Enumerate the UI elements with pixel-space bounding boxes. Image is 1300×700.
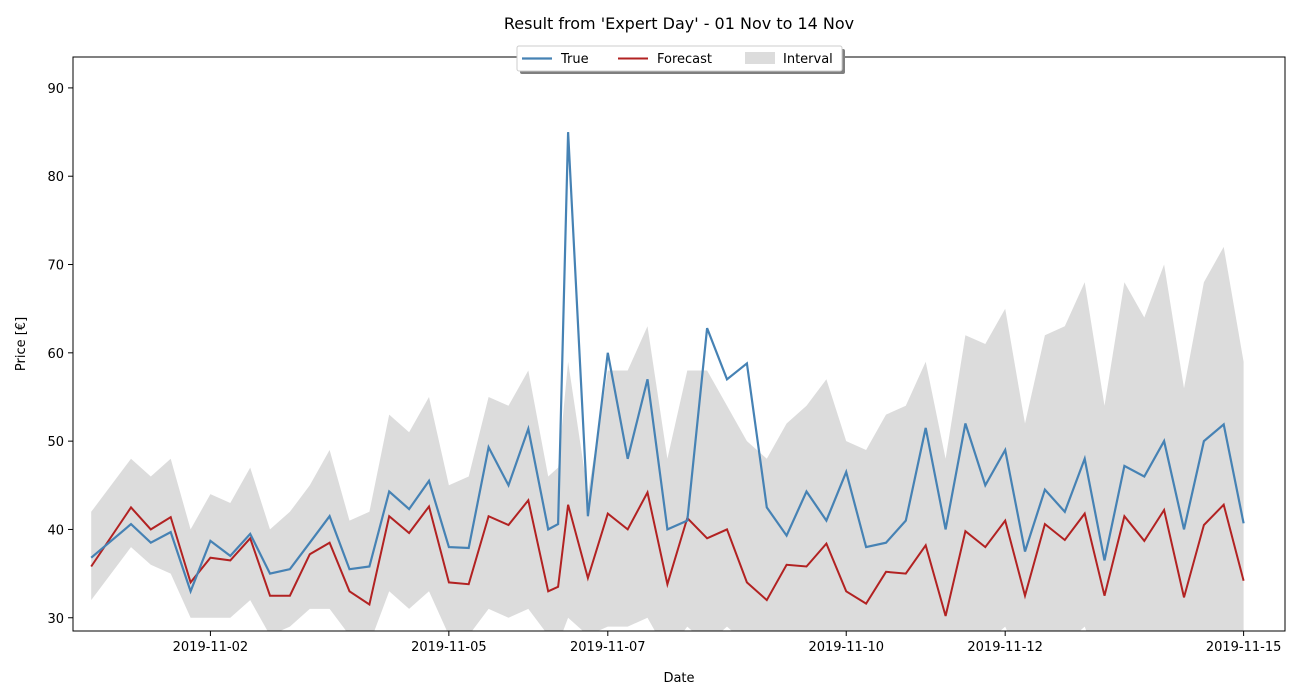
true-series-line [90,132,1245,595]
x-tick-label: 2019-11-07 [570,640,646,655]
chart-title: Result from 'Expert Day' - 01 Nov to 14 … [504,14,854,33]
x-tick-label: 2019-11-02 [173,640,249,655]
x-axis: 2019-11-02 2019-11-05 2019-11-07 2019-11-10… [173,631,1282,655]
x-axis-label: Date [663,671,694,686]
legend-interval-label: Interval [783,52,833,67]
y-tick-label: 60 [47,347,64,362]
x-tick-label: 2019-11-05 [411,640,487,655]
interval-band [91,246,1244,631]
y-tick-label: 70 [47,259,64,274]
legend-forecast-label: Forecast [657,52,712,67]
x-tick-label: 2019-11-15 [1206,640,1282,655]
y-tick-label: 30 [47,612,64,627]
forecast-series-line [90,489,1245,617]
legend-interval-swatch [745,52,775,64]
y-tick-label: 80 [47,170,64,185]
x-tick-label: 2019-11-12 [967,640,1043,655]
y-tick-label: 50 [47,435,64,450]
y-axis-label: Price [€] [14,317,29,371]
y-tick-label: 90 [47,82,64,97]
legend-true-label: True [560,52,589,67]
legend: True Forecast Interval [516,45,845,74]
y-axis: 30 40 50 60 70 80 90 [47,82,73,627]
x-tick-label: 2019-11-10 [808,640,884,655]
y-tick-label: 40 [47,523,64,538]
